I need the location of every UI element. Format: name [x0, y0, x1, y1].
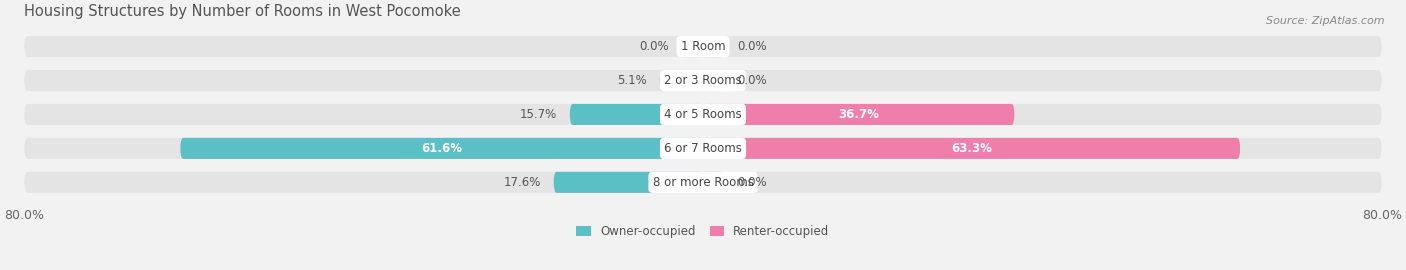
FancyBboxPatch shape — [703, 36, 724, 57]
Text: 63.3%: 63.3% — [950, 142, 993, 155]
Text: 4 or 5 Rooms: 4 or 5 Rooms — [664, 108, 742, 121]
Text: 0.0%: 0.0% — [737, 40, 766, 53]
Text: 5.1%: 5.1% — [617, 74, 647, 87]
Text: 6 or 7 Rooms: 6 or 7 Rooms — [664, 142, 742, 155]
Legend: Owner-occupied, Renter-occupied: Owner-occupied, Renter-occupied — [576, 225, 830, 238]
FancyBboxPatch shape — [24, 172, 1382, 193]
Text: 17.6%: 17.6% — [503, 176, 541, 189]
Text: 36.7%: 36.7% — [838, 108, 879, 121]
FancyBboxPatch shape — [682, 36, 703, 57]
Text: 2 or 3 Rooms: 2 or 3 Rooms — [664, 74, 742, 87]
FancyBboxPatch shape — [24, 138, 1382, 159]
Text: 0.0%: 0.0% — [737, 176, 766, 189]
Text: 0.0%: 0.0% — [737, 74, 766, 87]
Text: 8 or more Rooms: 8 or more Rooms — [652, 176, 754, 189]
FancyBboxPatch shape — [703, 104, 1014, 125]
Text: 15.7%: 15.7% — [520, 108, 557, 121]
Text: Housing Structures by Number of Rooms in West Pocomoke: Housing Structures by Number of Rooms in… — [24, 4, 461, 19]
Text: 61.6%: 61.6% — [422, 142, 463, 155]
FancyBboxPatch shape — [24, 104, 1382, 125]
FancyBboxPatch shape — [180, 138, 703, 159]
FancyBboxPatch shape — [569, 104, 703, 125]
FancyBboxPatch shape — [703, 172, 724, 193]
FancyBboxPatch shape — [24, 36, 1382, 57]
FancyBboxPatch shape — [659, 70, 703, 91]
Text: 1 Room: 1 Room — [681, 40, 725, 53]
Text: 0.0%: 0.0% — [640, 40, 669, 53]
Text: Source: ZipAtlas.com: Source: ZipAtlas.com — [1267, 16, 1385, 26]
FancyBboxPatch shape — [24, 70, 1382, 91]
FancyBboxPatch shape — [703, 70, 724, 91]
FancyBboxPatch shape — [703, 138, 1240, 159]
FancyBboxPatch shape — [554, 172, 703, 193]
